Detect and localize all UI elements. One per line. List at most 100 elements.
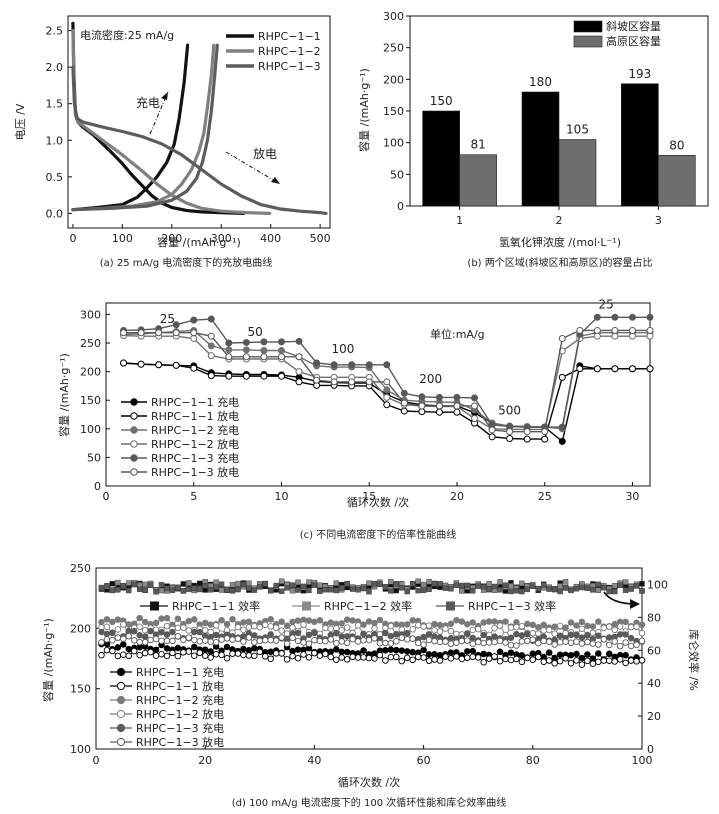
- panel-c-point: [558, 334, 566, 342]
- panel-d-efficiency-line-3: [101, 583, 643, 593]
- panel-d-eff-legend-marker: [302, 601, 311, 611]
- panel-d-efficiency-point: [300, 583, 307, 590]
- panel-d-efficiency-point: [470, 588, 476, 594]
- panel-d-xtick-label: 80: [526, 754, 540, 767]
- panel-d-capacity-point: [223, 620, 231, 628]
- panel-d-capacity-point: [442, 625, 449, 632]
- panel-d-capacity-point: [103, 623, 111, 631]
- panel-d-capacity-point: [174, 644, 182, 652]
- panel-d-efficiency-point: [399, 585, 405, 591]
- panel-d-capacity-point: [343, 656, 351, 663]
- panel-d-capacity-point: [616, 623, 624, 630]
- panel-d-efficiency-point: [573, 585, 580, 592]
- panel-d-efficiency-point: [633, 583, 640, 589]
- panel-d-capacity-point: [638, 629, 646, 637]
- panel-d-capacity-point: [114, 634, 122, 641]
- panel-d-capacity-point: [524, 637, 531, 645]
- panel-d-efficiency-point: [562, 585, 569, 591]
- panel-d-xtick-label: 60: [417, 754, 431, 767]
- panel-d-capacity-point: [311, 649, 318, 657]
- panel-c-legend-marker: [130, 412, 138, 420]
- panel-d-capacity-point: [529, 650, 537, 657]
- panel-d-capacity-point: [513, 630, 520, 638]
- panel-d-efficiency-point: [382, 584, 389, 590]
- panel-d-capacity-point: [447, 640, 455, 648]
- panel-d-capacity-point: [627, 657, 635, 664]
- panel-d-capacity-point: [371, 655, 378, 662]
- panel-c-legend-label: RHPC−1−3 放电: [151, 465, 239, 479]
- panel-d-capacity-point: [425, 657, 433, 665]
- panel-c-point: [295, 353, 303, 361]
- panel-d-efficiency-point: [579, 584, 585, 591]
- panel-c-ylabel: 容量 /(mAh·g⁻¹): [57, 353, 71, 437]
- panel-d-capacity-point: [305, 631, 313, 639]
- panel-c-point: [418, 393, 426, 401]
- panel-d-capacity-point: [469, 626, 476, 634]
- panel-d-capacity-point: [595, 641, 602, 648]
- panel-c-point: [628, 326, 636, 334]
- panel-d-cap-legend-label: RHPC−1−3 充电: [136, 721, 224, 735]
- panel-d-capacity-point: [360, 654, 367, 661]
- panel-d-capacity-point: [622, 659, 629, 667]
- panel-d-capacity-point: [529, 629, 537, 637]
- panel-d-capacity-point: [376, 616, 384, 624]
- panel-b-bar-slope-3: [621, 83, 659, 207]
- panel-c-point: [242, 346, 250, 354]
- panel-d-capacity-point: [474, 654, 482, 661]
- panel-c-point: [313, 376, 321, 384]
- panel-d-capacity-point: [409, 617, 416, 624]
- panel-d-capacity-point: [130, 647, 138, 655]
- panel-d-efficiency-point: [202, 583, 208, 589]
- panel-d-capacity-point: [289, 634, 296, 642]
- panel-d-capacity-point: [289, 618, 296, 626]
- panel-d-capacity-point: [360, 647, 367, 654]
- panel-d-capacity-point: [551, 623, 558, 631]
- panel-d-capacity-point: [109, 618, 116, 626]
- panel-d-capacity-point: [403, 648, 411, 655]
- panel-d-capacity-point: [605, 634, 613, 641]
- panel-d-capacity-point: [305, 640, 313, 648]
- panel-d-capacity-point: [578, 618, 586, 626]
- panel-d-capacity-point: [638, 657, 646, 664]
- panel-d-efficiency-point: [622, 579, 629, 585]
- panel-d-capacity-point: [485, 618, 493, 625]
- panel-c-point: [225, 339, 233, 347]
- panel-d-capacity-point: [382, 657, 389, 664]
- panel-d-capacity-point: [332, 646, 340, 653]
- panel-b-xtick-label: 2: [556, 214, 563, 227]
- panel-d-efficiency-point: [606, 588, 612, 595]
- panel-d-capacity-point: [507, 641, 515, 649]
- panel-d-capacity-point: [201, 637, 209, 644]
- panel-d-capacity-point: [196, 649, 203, 657]
- panel-d-efficiency-point: [207, 587, 214, 593]
- panel-d-capacity-point: [447, 627, 455, 635]
- panel-d-capacity-point: [147, 648, 154, 656]
- panel-d-capacity-point: [469, 640, 476, 648]
- panel-d-capacity-point: [376, 639, 384, 647]
- panel-d-capacity-point: [584, 638, 591, 646]
- panel-d-cap-legend-marker: [116, 695, 126, 705]
- panel-d-capacity-point: [114, 616, 122, 623]
- panel-d-efficiency-point: [426, 579, 432, 585]
- panel-a-charge-curve-3: [71, 43, 219, 212]
- panel-d-efficiency-point: [104, 583, 110, 589]
- panel-d-capacity-point: [414, 653, 422, 661]
- panel-d-capacity-point: [180, 636, 187, 644]
- panel-d-efficiency-point: [431, 581, 438, 587]
- panel-d-capacity-point: [294, 654, 302, 662]
- panel-d-capacity-point: [240, 626, 247, 634]
- panel-d-capacity-point: [595, 618, 602, 625]
- panel-a-xlabel: 容量 /(mAh·g⁻¹): [157, 235, 241, 249]
- panel-d-efficiency-point: [601, 584, 607, 591]
- panel-d-capacity-point: [464, 620, 471, 628]
- panel-d-capacity-point: [420, 623, 427, 630]
- panel-d-efficiency-point: [213, 579, 219, 585]
- panel-d-efficiency-point: [213, 584, 219, 590]
- panel-c-point: [207, 352, 215, 360]
- panel-d-capacity-point: [458, 618, 466, 625]
- panel-d-capacity-point: [152, 635, 160, 643]
- panel-d-capacity-point: [567, 659, 575, 667]
- panel-d-capacity-point: [474, 638, 482, 646]
- panel-b-bar-slope-1: [422, 110, 460, 207]
- panel-d-capacity-point: [262, 653, 269, 660]
